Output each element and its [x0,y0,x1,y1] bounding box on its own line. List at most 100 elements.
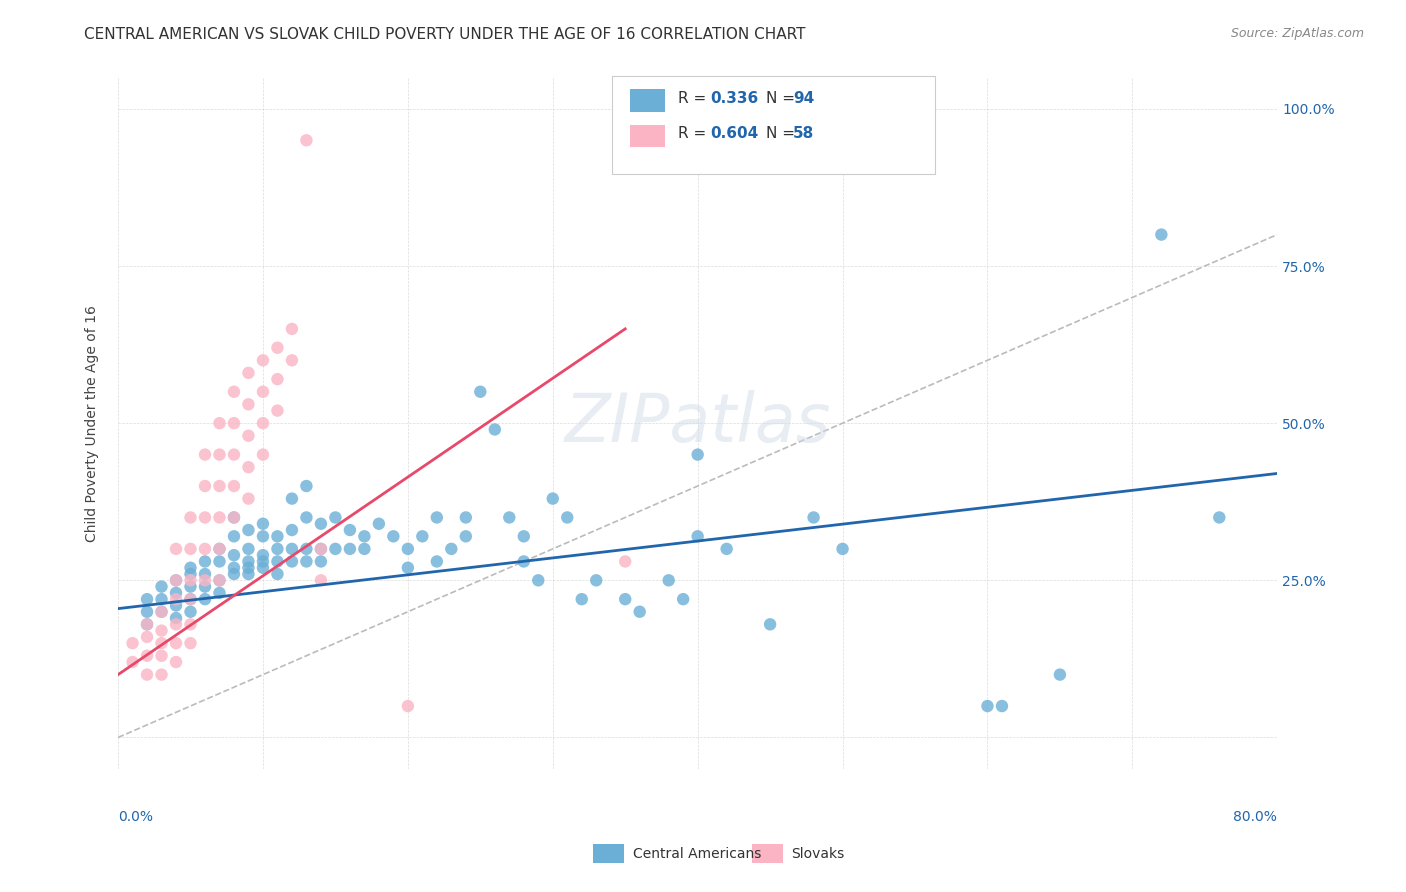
Text: 0.336: 0.336 [710,91,758,105]
Point [150,605,173,619]
Point [222,510,245,524]
Point [281,353,304,368]
Point [165,592,187,607]
Point [150,624,173,638]
Point [1208,510,1230,524]
Point [165,586,187,600]
Point [411,529,433,543]
Point [527,574,550,588]
Point [571,592,593,607]
Point [194,448,217,462]
Point [686,529,709,543]
Point [353,541,375,556]
Point [179,574,201,588]
Point [136,617,159,632]
Point [222,560,245,574]
Point [252,548,274,562]
Point [252,353,274,368]
Point [165,636,187,650]
Point [238,560,260,574]
Point [222,384,245,399]
Point [150,667,173,681]
Point [498,510,520,524]
Point [238,366,260,380]
Point [266,341,288,355]
Point [165,599,187,613]
Point [266,541,288,556]
Point [396,560,419,574]
Point [976,699,998,714]
Point [309,541,332,556]
Point [194,510,217,524]
Text: Slovaks: Slovaks [792,847,845,861]
Point [179,560,201,574]
Point [136,592,159,607]
Point [991,699,1014,714]
Text: 80.0%: 80.0% [1233,810,1277,823]
Point [222,448,245,462]
Point [208,541,231,556]
Point [628,605,651,619]
Point [238,428,260,442]
Point [396,541,419,556]
Point [309,516,332,531]
Point [179,510,201,524]
Point [208,541,231,556]
Point [295,133,318,147]
Point [165,541,187,556]
Point [281,322,304,336]
Point [222,416,245,430]
Point [136,648,159,663]
Point [238,567,260,582]
Point [222,529,245,543]
Point [426,510,449,524]
Point [121,636,143,650]
Point [295,554,318,568]
Point [208,586,231,600]
Point [208,554,231,568]
Text: 0.0%: 0.0% [118,810,153,823]
Point [252,560,274,574]
Point [252,448,274,462]
Point [252,554,274,568]
Point [614,592,637,607]
Point [266,567,288,582]
Point [179,541,201,556]
Point [136,605,159,619]
Point [179,592,201,607]
Point [194,479,217,493]
Point [165,574,187,588]
Point [222,510,245,524]
Text: 0.604: 0.604 [710,127,758,141]
Point [194,580,217,594]
Text: N =: N = [766,127,800,141]
Point [208,416,231,430]
Point [803,510,825,524]
Point [454,529,477,543]
Point [208,510,231,524]
Text: 58: 58 [793,127,814,141]
Text: N =: N = [766,91,800,105]
Point [382,529,405,543]
Point [222,567,245,582]
Point [309,574,332,588]
Point [266,372,288,386]
Point [150,636,173,650]
Text: Central Americans: Central Americans [633,847,761,861]
Point [585,574,607,588]
Point [266,554,288,568]
Text: ZIPatlas: ZIPatlas [564,390,831,456]
Point [150,648,173,663]
Point [208,574,231,588]
Point [1150,227,1173,242]
Point [238,554,260,568]
Point [252,516,274,531]
Point [281,541,304,556]
Point [672,592,695,607]
Point [222,548,245,562]
Text: Source: ZipAtlas.com: Source: ZipAtlas.com [1230,27,1364,40]
Point [179,592,201,607]
Point [194,592,217,607]
Point [658,574,681,588]
Point [440,541,463,556]
